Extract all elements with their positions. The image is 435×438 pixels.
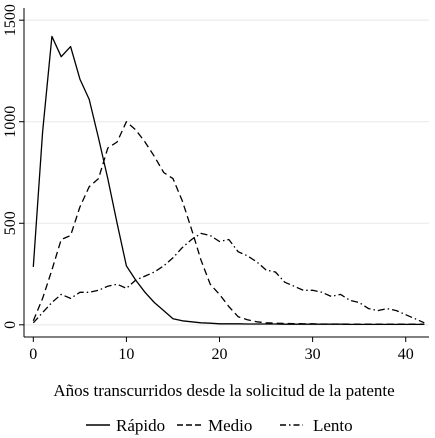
- x-tick-label-4: 40: [398, 346, 414, 363]
- y-tick-label-1: 500: [2, 211, 19, 235]
- y-tick-label-3: 1500: [2, 4, 19, 36]
- legend-label-rapido: Rápido: [116, 416, 165, 435]
- legend-label-medio: Medio: [208, 416, 252, 435]
- y-tick-label-0: 0: [2, 321, 19, 329]
- series-line-lento: [32, 232, 425, 324]
- x-tick-label-2: 20: [212, 346, 228, 363]
- x-tick-label-1: 10: [118, 346, 134, 363]
- x-tick-label-0: 0: [29, 346, 37, 363]
- x-tick-label-3: 30: [305, 346, 321, 363]
- x-axis-title: Años transcurridos desde la solicitud de…: [53, 381, 394, 400]
- series-line-medio: [32, 121, 425, 325]
- axes: 0 500 1000 1500 0 10 20 30 40: [2, 4, 429, 363]
- legend: Rápido Medio Lento: [86, 416, 353, 435]
- series-lines: [32, 35, 425, 326]
- y-tick-label-2: 1000: [2, 106, 19, 138]
- legend-label-lento: Lento: [313, 416, 353, 435]
